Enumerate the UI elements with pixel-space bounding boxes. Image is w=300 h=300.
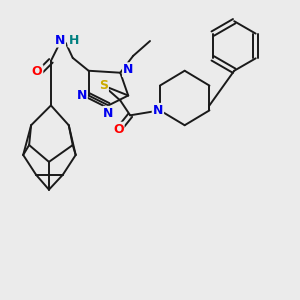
Text: O: O	[32, 65, 42, 78]
Text: S: S	[99, 79, 108, 92]
Text: N: N	[76, 89, 87, 102]
Text: H: H	[68, 34, 79, 46]
Text: N: N	[153, 104, 163, 117]
Text: N: N	[123, 63, 134, 76]
Text: O: O	[113, 123, 124, 136]
Text: N: N	[55, 34, 65, 46]
Text: N: N	[103, 107, 114, 120]
